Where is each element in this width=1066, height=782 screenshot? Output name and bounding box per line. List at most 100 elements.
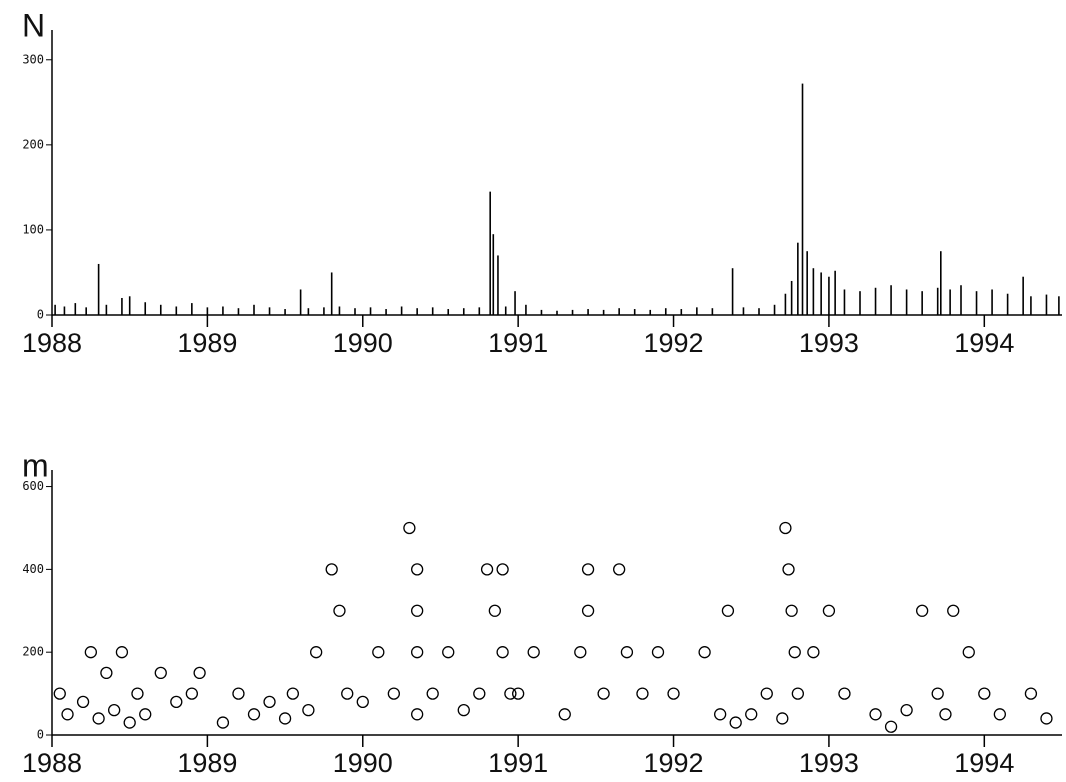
point	[527, 646, 540, 659]
bar	[54, 304, 56, 315]
point	[115, 646, 129, 659]
bar	[949, 289, 951, 315]
bar	[299, 289, 302, 315]
bar	[905, 289, 908, 315]
bar	[812, 268, 815, 315]
bar	[74, 303, 77, 315]
bar	[936, 287, 939, 315]
point	[403, 521, 416, 535]
point	[457, 704, 470, 717]
point	[411, 646, 424, 659]
bar	[890, 285, 892, 315]
bar	[191, 303, 193, 315]
bar	[489, 191, 491, 315]
point	[597, 687, 610, 700]
point	[916, 604, 929, 617]
x-tick-label: 1990	[333, 328, 393, 358]
point	[411, 563, 424, 576]
point	[286, 687, 299, 700]
point	[488, 604, 501, 617]
point	[869, 708, 882, 721]
point	[729, 716, 742, 729]
bar	[742, 307, 745, 315]
x-tick-label: 1989	[177, 748, 237, 778]
point	[247, 708, 261, 721]
point	[779, 521, 792, 535]
point	[788, 646, 801, 659]
bar	[121, 297, 123, 315]
point	[558, 708, 571, 721]
bar	[354, 308, 356, 315]
bar	[492, 234, 495, 315]
bar	[400, 306, 403, 315]
x-tick-label: 1992	[643, 328, 703, 358]
bar	[696, 307, 698, 315]
axis-label: N	[22, 7, 45, 43]
point	[721, 604, 735, 617]
point	[302, 704, 315, 717]
bar	[843, 289, 846, 315]
point	[278, 712, 292, 725]
y-tick-label: 0	[37, 728, 44, 742]
point	[496, 563, 509, 576]
point	[61, 708, 74, 721]
point	[782, 563, 795, 576]
bar	[859, 291, 861, 315]
bar	[253, 304, 255, 315]
point	[76, 695, 90, 709]
bar	[834, 270, 836, 315]
point	[185, 687, 198, 700]
point	[651, 646, 665, 659]
bar	[525, 304, 527, 315]
point	[84, 646, 97, 659]
x-tick-label: 1988	[22, 748, 82, 778]
point	[807, 646, 820, 659]
x-tick-label: 1988	[22, 328, 82, 358]
point	[581, 604, 595, 617]
point	[310, 646, 323, 659]
bar	[664, 308, 667, 315]
y-tick-label: 400	[22, 562, 44, 576]
bar	[991, 289, 993, 315]
point	[947, 604, 960, 617]
point	[473, 687, 486, 700]
bar	[801, 83, 804, 315]
bar	[731, 268, 734, 315]
point	[154, 666, 167, 680]
y-tick-label: 300	[22, 52, 44, 66]
bar	[820, 272, 822, 315]
bar	[175, 306, 178, 315]
bar	[960, 285, 962, 315]
bar	[128, 296, 131, 315]
bar	[921, 291, 923, 315]
point	[139, 708, 152, 721]
bar	[338, 306, 341, 315]
point	[232, 687, 245, 700]
bar	[618, 308, 620, 315]
bar	[940, 251, 942, 315]
point	[978, 687, 991, 700]
point	[884, 720, 898, 733]
bar	[975, 291, 978, 315]
bar	[144, 302, 147, 315]
bar	[497, 255, 499, 315]
x-tick-label: 1994	[954, 748, 1014, 778]
point	[92, 712, 105, 725]
point	[333, 604, 346, 617]
bar	[790, 280, 793, 315]
point	[962, 646, 975, 659]
point	[356, 695, 369, 709]
bar	[462, 308, 465, 315]
y-tick-label: 100	[22, 222, 44, 236]
bar	[649, 309, 652, 315]
bar	[284, 309, 286, 315]
bar	[758, 308, 760, 315]
point	[822, 604, 836, 617]
point	[1024, 687, 1038, 700]
point	[512, 687, 525, 700]
point	[574, 646, 587, 659]
bar	[828, 276, 830, 315]
point	[838, 687, 851, 700]
y-tick-label: 600	[22, 479, 44, 493]
